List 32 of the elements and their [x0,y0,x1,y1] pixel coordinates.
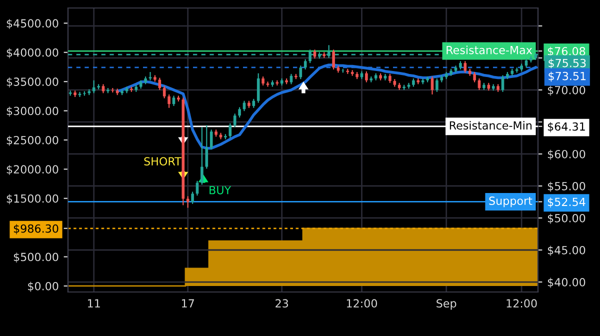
ref-line-label: Support [489,196,532,208]
y2-tick-label: $2500.00 [6,136,58,146]
x-tick-label: 11 [88,299,100,308]
y2-tick-label: $986.30 [14,224,58,234]
y-tick-label: $55.00 [548,182,586,192]
y-tick-label: $76.08 [548,46,586,57]
y-tick-label: $45.00 [548,246,586,256]
y2-tick-label: $4500.00 [6,18,58,30]
y-tick-label: $52.54 [548,198,586,208]
x-tick-label: 12:00 [506,299,537,308]
y-tick-label: $64.31 [548,122,585,132]
ref-line-label: Resistance-Min [450,121,532,130]
y-tick-label: $40.00 [548,278,586,288]
y2-tick-label: $3500.00 [6,77,58,88]
x-tick-label: Sep [436,299,456,310]
annotation: SHORT [144,157,182,166]
y2-tick-label: $0.00 [28,282,58,292]
y2-tick-label: $3000.00 [6,106,58,117]
annotation: BUY [210,186,232,194]
y-tick-label: $50.00 [548,214,586,224]
x-tick-label: 12:00 [346,299,378,308]
ref-line-label: $73.51 [548,72,586,82]
y2-tick-label: $500.00 [14,252,58,263]
ref-line-label: Resistance-Max [446,46,532,54]
x-tick-label: 23 [276,299,288,308]
y2-tick-label: $4000.00 [6,48,58,58]
ref-line-label: $75.53 [548,58,586,69]
x-tick-label: 17 [182,299,194,308]
y-tick-label: $70.00 [548,86,586,96]
y-tick-label: $60.00 [548,150,586,160]
y2-tick-label: $1500.00 [6,194,58,204]
y2-tick-label: $2000.00 [6,164,58,176]
